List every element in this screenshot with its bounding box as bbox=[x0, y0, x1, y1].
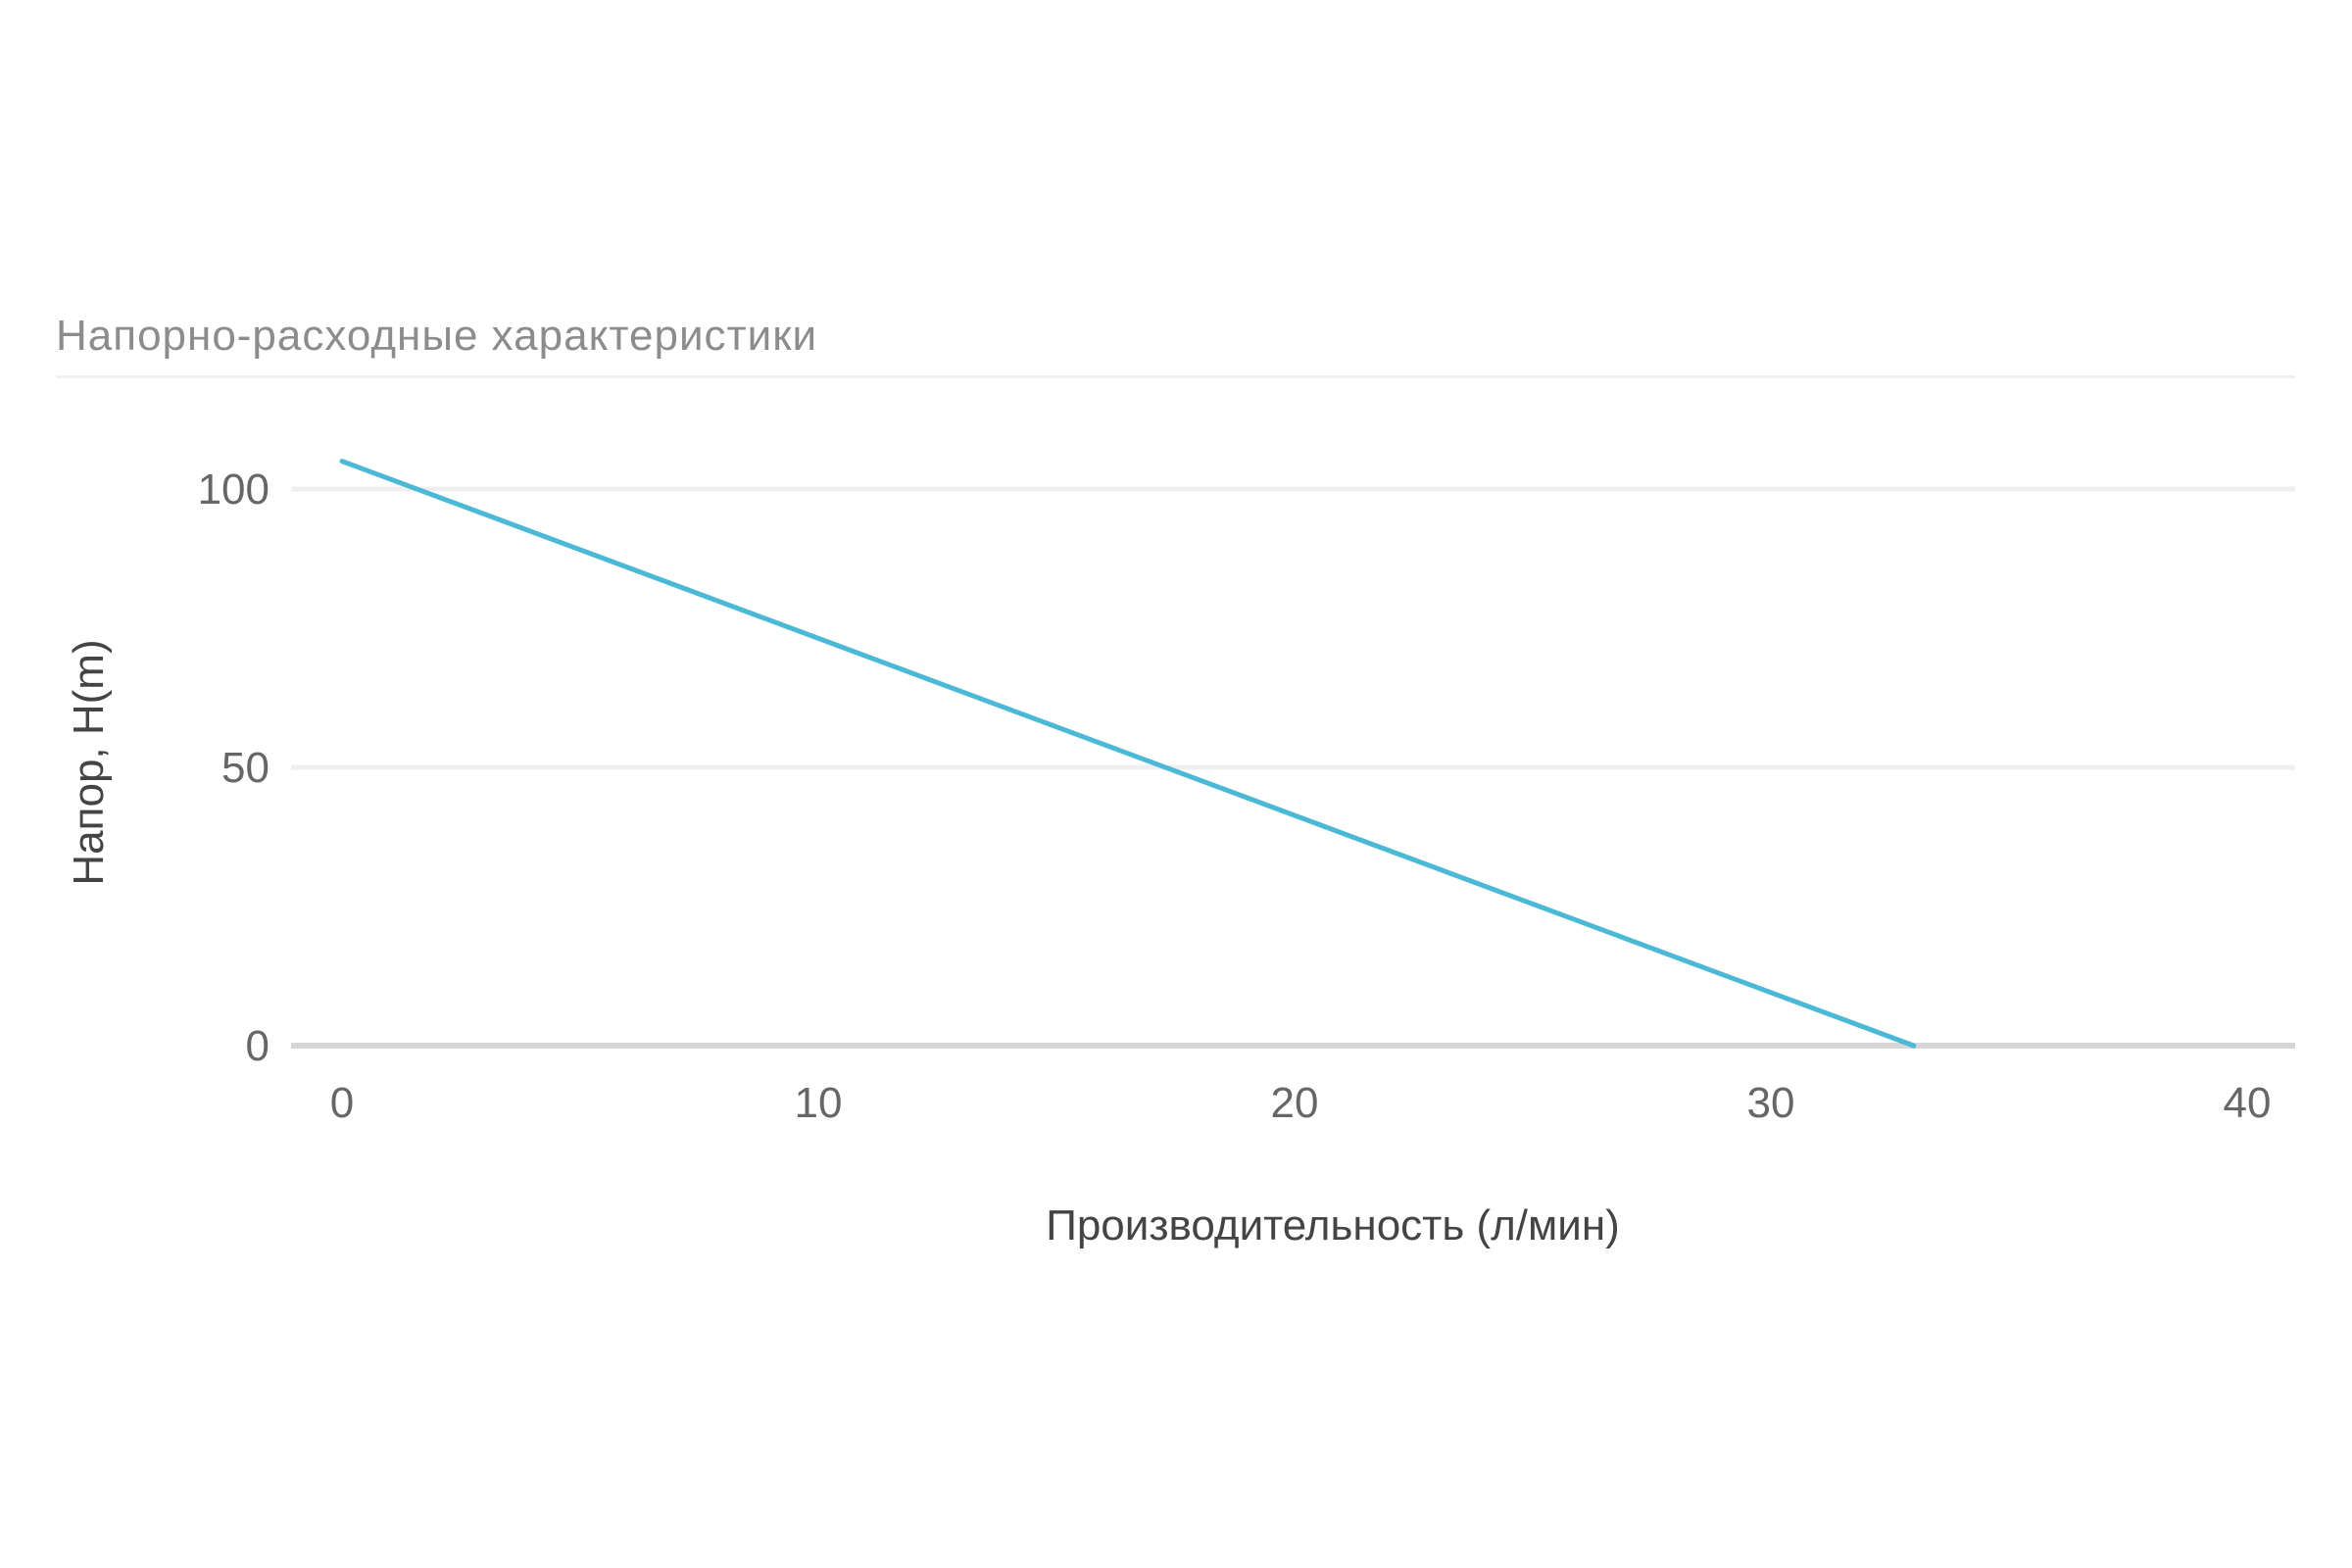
title-divider bbox=[56, 375, 2295, 378]
y-tick-label: 0 bbox=[246, 1022, 270, 1070]
y-tick-labels: 0 50 100 bbox=[198, 466, 270, 1070]
y-axis-label: Напор, H(m) bbox=[65, 639, 113, 885]
series-lines bbox=[339, 459, 1917, 1049]
grid-lines bbox=[291, 486, 2295, 1049]
chart-title: Напорно-расходные характеристики bbox=[56, 312, 818, 360]
x-tick-label: 20 bbox=[1271, 1079, 1319, 1127]
y-tick-label: 50 bbox=[221, 744, 270, 792]
x-tick-label: 10 bbox=[795, 1079, 843, 1127]
x-tick-label: 0 bbox=[330, 1079, 354, 1127]
x-tick-label: 30 bbox=[1747, 1079, 1795, 1127]
x-tick-labels: 0 10 20 30 40 bbox=[330, 1079, 2272, 1127]
x-axis-label: Производительность (л/мин) bbox=[1046, 1201, 1620, 1250]
x-tick-label: 40 bbox=[2224, 1079, 2272, 1127]
y-tick-label: 100 bbox=[198, 466, 270, 514]
series-line bbox=[339, 459, 1917, 1049]
